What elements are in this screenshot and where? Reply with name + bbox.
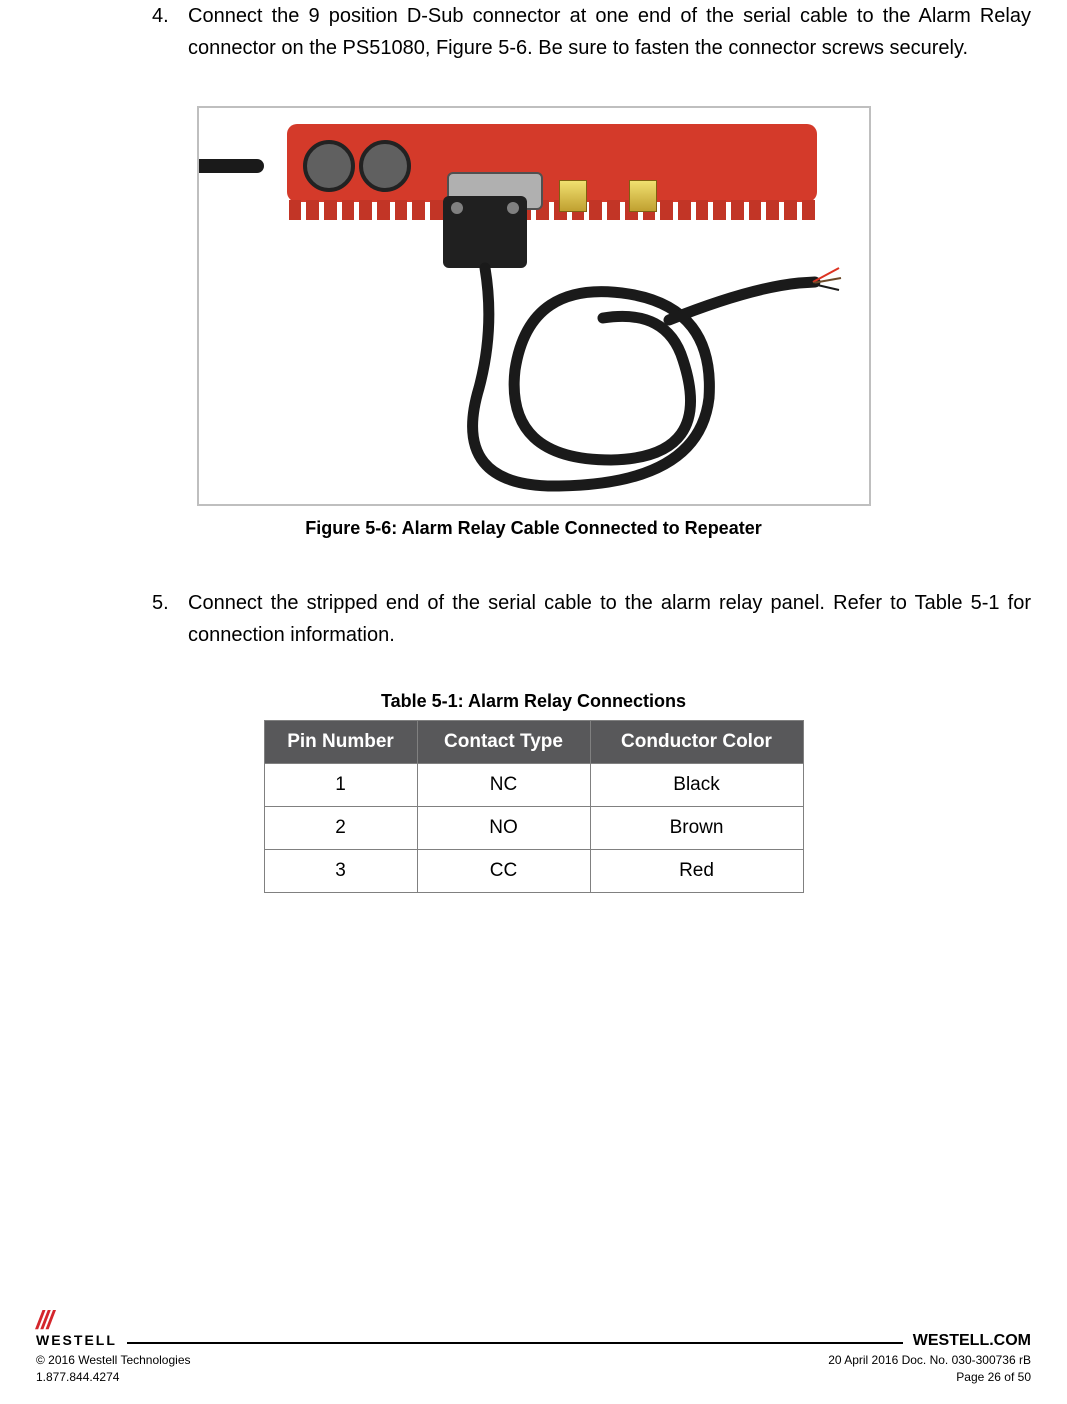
footer-divider bbox=[127, 1342, 903, 1344]
table-row: 2 NO Brown bbox=[264, 807, 803, 850]
step-5-text: Connect the stripped end of the serial c… bbox=[188, 587, 1031, 651]
step-4-text: Connect the 9 position D-Sub connector a… bbox=[188, 0, 1031, 64]
westell-logo-mark: /// bbox=[36, 1310, 52, 1331]
footer-docinfo: 20 April 2016 Doc. No. 030-300736 rB bbox=[828, 1352, 1031, 1369]
step-5: 5. Connect the stripped end of the seria… bbox=[152, 587, 1031, 651]
alarm-relay-table: Pin Number Contact Type Conductor Color … bbox=[264, 720, 804, 893]
figure-5-6: Figure 5-6: Alarm Relay Cable Connected … bbox=[36, 106, 1031, 539]
table-5-1-caption: Table 5-1: Alarm Relay Connections bbox=[381, 691, 686, 712]
footer-brand-url: WESTELL.COM bbox=[913, 1332, 1031, 1350]
table-5-1: Table 5-1: Alarm Relay Connections Pin N… bbox=[36, 691, 1031, 893]
figure-5-6-image bbox=[197, 106, 871, 506]
col-contact-type: Contact Type bbox=[417, 721, 590, 764]
table-header-row: Pin Number Contact Type Conductor Color bbox=[264, 721, 803, 764]
footer-copyright: © 2016 Westell Technologies bbox=[36, 1352, 191, 1369]
step-4: 4. Connect the 9 position D-Sub connecto… bbox=[152, 0, 1031, 64]
footer-phone: 1.877.844.4274 bbox=[36, 1369, 191, 1386]
westell-logo-text: WESTELL bbox=[36, 1332, 117, 1348]
step-4-number: 4. bbox=[152, 0, 188, 32]
page-footer: /// WESTELL WESTELL.COM © 2016 Westell T… bbox=[0, 1310, 1067, 1386]
table-row: 1 NC Black bbox=[264, 764, 803, 807]
westell-logo: /// WESTELL bbox=[36, 1310, 117, 1351]
footer-pageno: Page 26 of 50 bbox=[828, 1369, 1031, 1386]
step-5-number: 5. bbox=[152, 587, 188, 619]
figure-5-6-caption: Figure 5-6: Alarm Relay Cable Connected … bbox=[305, 518, 761, 539]
table-row: 3 CC Red bbox=[264, 850, 803, 893]
col-conductor-color: Conductor Color bbox=[590, 721, 803, 764]
col-pin-number: Pin Number bbox=[264, 721, 417, 764]
